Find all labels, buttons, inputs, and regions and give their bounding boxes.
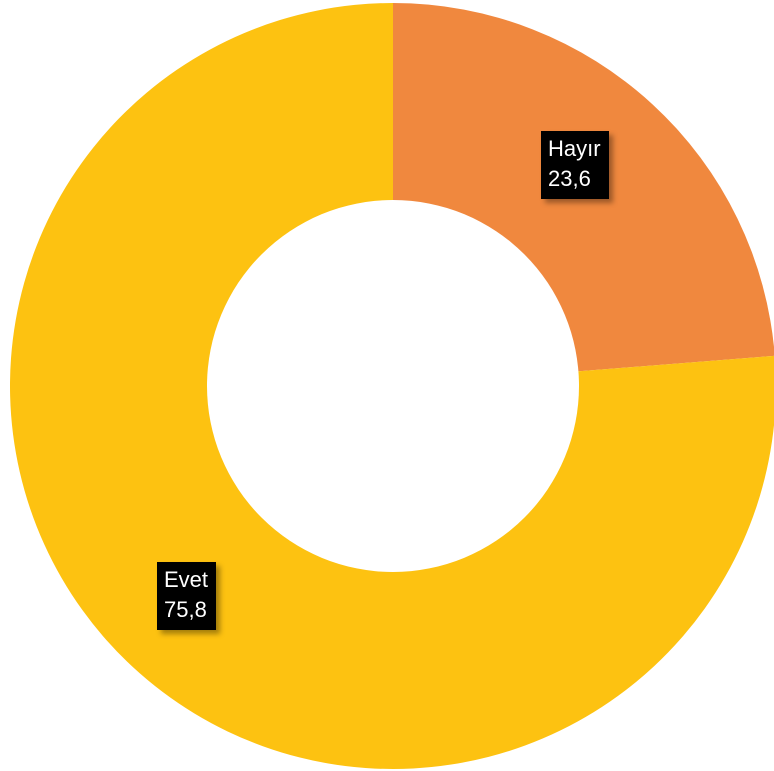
data-label-hayir-category: Hayır — [548, 136, 601, 161]
data-label-evet-category: Evet — [164, 567, 209, 592]
data-label-evet-value: 75,8 — [164, 597, 207, 622]
donut-hole — [207, 200, 579, 572]
data-label-evet: Evet 75,8 — [157, 562, 217, 630]
data-label-hayir: Hayır 23,6 — [541, 131, 609, 199]
data-label-hayir-value: 23,6 — [548, 166, 591, 191]
